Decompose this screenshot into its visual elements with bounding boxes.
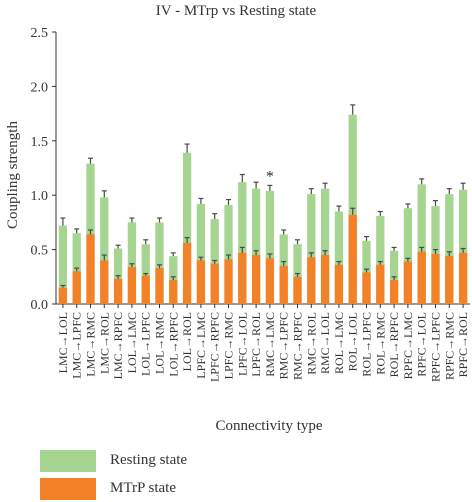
legend-item-mtrp: MTrP state [40, 478, 340, 502]
x-tick-label: LOL→RPFC [166, 312, 180, 377]
x-tick-label: LPFC→RPFC [208, 312, 222, 382]
x-tick-label: LOL→LPFC [139, 312, 153, 376]
x-tick-label: ROL→RMC [373, 312, 387, 375]
y-tick-label: 1.0 [31, 189, 49, 204]
y-tick-label: 1.5 [31, 135, 49, 150]
bar-mtrp [127, 267, 137, 304]
y-tick-label: 0.0 [31, 298, 49, 313]
bar-mtrp [141, 275, 150, 304]
bar-mtrp [293, 276, 302, 304]
x-tick-label: ROL→RPFC [387, 312, 401, 377]
x-tick-label: RPFC→LOL [415, 312, 429, 377]
significance-marker: * [266, 168, 274, 185]
x-tick-label: LMC→RPFC [111, 312, 125, 379]
bar-mtrp [348, 214, 357, 304]
annotations: * [266, 168, 274, 185]
bar-resting [196, 203, 206, 304]
bar-mtrp [100, 260, 109, 304]
x-tick-label: LPFC→ROL [249, 312, 263, 377]
bar-mtrp [376, 264, 385, 304]
y-tick-label: 2.0 [31, 80, 49, 95]
x-tick-label: LOL→LMC [125, 312, 139, 373]
bar-mtrp [265, 258, 275, 304]
x-tick-label: LMC→LOL [56, 312, 70, 373]
bar-resting [445, 194, 454, 304]
y-tick-label: 0.5 [31, 244, 49, 259]
legend-swatch-resting [40, 450, 96, 472]
bar-resting [182, 152, 192, 304]
bar-mtrp [417, 251, 426, 304]
bar-resting [320, 188, 330, 304]
bar-mtrp [155, 268, 164, 304]
x-tick-label: RPFC→ROL [456, 312, 470, 377]
bar-mtrp [182, 243, 192, 304]
bar-resting [403, 208, 413, 304]
x-tick-label: RPFC→LPFC [429, 312, 443, 382]
bar-mtrp [238, 252, 247, 304]
chart-title: IV - MTrp vs Resting state [155, 3, 317, 19]
bar-mtrp [389, 280, 399, 304]
legend-item-resting: Resting state [40, 450, 340, 474]
bar-mtrp [58, 287, 68, 304]
bar-resting [58, 225, 68, 304]
x-tick-label: RPFC→RMC [442, 312, 456, 380]
bar-resting [100, 197, 109, 304]
x-tick-label: RPFC→LMC [401, 312, 415, 379]
bar-mtrp [431, 253, 440, 304]
legend-label-mtrp: MTrP state [110, 480, 176, 496]
bar-mtrp [362, 272, 371, 304]
x-tick-label: ROL→LOL [346, 312, 360, 371]
bar-resting [238, 182, 247, 304]
x-tick-label: LOL→RMC [153, 312, 167, 374]
bar-resting [265, 190, 275, 304]
axes: 0.0 0.5 1.0 1.5 2.0 2.5 [31, 26, 470, 313]
bar-mtrp [72, 271, 81, 304]
bar-mtrp [224, 259, 233, 304]
x-tick-label: RMC→ROL [304, 312, 318, 375]
bar-mtrp [113, 278, 123, 304]
x-tick-labels: LMC→LOL LMC→LPFC LMC→RMC LMC→ROL LMC→RPFC LOL… [56, 312, 470, 382]
x-tick-label: LPFC→LMC [194, 312, 208, 379]
bar-resting [307, 194, 316, 304]
x-tick-label: LMC→RMC [84, 312, 98, 377]
y-axis-label: Coupling strength [5, 121, 21, 229]
x-tick-label: ROL→LPFC [360, 312, 374, 377]
bars [58, 104, 468, 304]
bar-mtrp [403, 261, 413, 304]
bar-mtrp [86, 234, 95, 304]
bar-resting [417, 184, 426, 304]
bar-mtrp [307, 257, 316, 304]
x-tick-label: RMC→LOL [318, 312, 332, 374]
bar-mtrp [445, 256, 454, 304]
x-axis-label: Connectivity type [215, 418, 322, 434]
x-tick-label: RMC→LMC [263, 312, 277, 377]
x-tick-label: LPFC→LOL [235, 312, 249, 376]
bar-mtrp [320, 255, 330, 304]
bar-mtrp [458, 252, 468, 304]
bar-resting [334, 211, 344, 304]
x-tick-label: RMC→LPFC [277, 312, 291, 379]
x-tick-label: LMC→ROL [97, 312, 111, 374]
bar-mtrp [334, 264, 344, 304]
bar-resting [155, 222, 164, 304]
x-tick-label: RMC→RPFC [291, 312, 305, 380]
bar-resting [376, 215, 385, 304]
bar-resting [458, 189, 468, 304]
bar-mtrp [196, 260, 206, 304]
bar-mtrp [251, 255, 261, 304]
bar-mtrp [279, 265, 288, 304]
x-tick-label: ROL→LMC [332, 312, 346, 374]
x-tick-label: LPFC→RMC [222, 312, 236, 379]
legend-swatch-mtrp [40, 478, 96, 500]
x-tick-label: LOL→ROL [180, 312, 194, 371]
bar-resting [251, 188, 261, 304]
legend-label-resting: Resting state [110, 452, 188, 468]
bar-mtrp [169, 280, 178, 304]
x-tick-label: LMC→LPFC [70, 312, 84, 379]
bar-mtrp [210, 263, 219, 304]
y-tick-label: 2.5 [31, 26, 49, 41]
